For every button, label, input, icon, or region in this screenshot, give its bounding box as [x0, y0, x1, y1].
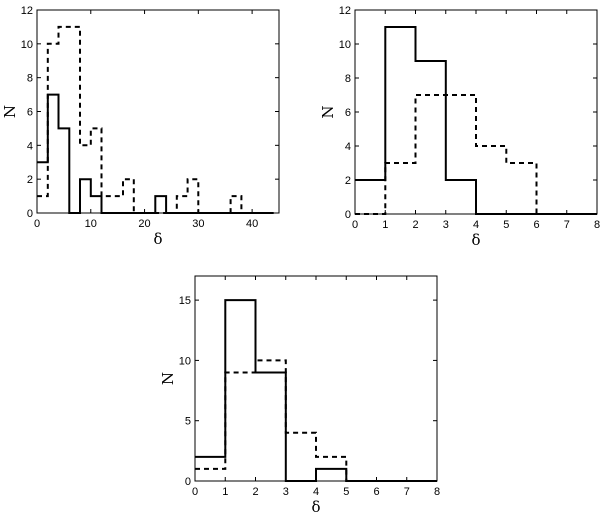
y-tick-label: 2: [27, 174, 33, 186]
x-tick-label: 7: [564, 219, 570, 231]
y-tick-label: 10: [179, 355, 191, 367]
x-tick-label: 10: [85, 218, 97, 230]
x-axis-label: δ: [153, 230, 162, 248]
x-tick-label: 1: [382, 219, 388, 231]
x-axis-label: δ: [471, 231, 480, 249]
x-tick-label: 3: [443, 219, 449, 231]
histogram-series-solid: [195, 299, 437, 482]
x-tick-label: 8: [434, 486, 440, 498]
histogram-series-dashed: [355, 94, 597, 215]
y-tick-label: 15: [179, 295, 191, 307]
y-tick-label: 10: [339, 39, 351, 51]
y-tick-label: 0: [185, 476, 191, 488]
y-tick-label: 4: [345, 141, 351, 153]
x-tick-label: 8: [594, 219, 600, 231]
x-tick-label: 6: [533, 219, 539, 231]
y-tick-label: 5: [185, 416, 191, 428]
x-tick-label: 0: [192, 486, 198, 498]
x-tick-label: 2: [252, 486, 258, 498]
x-tick-label: 30: [192, 218, 204, 230]
x-tick-label: 6: [373, 486, 379, 498]
y-tick-label: 8: [27, 73, 33, 85]
y-tick-label: 6: [345, 107, 351, 119]
x-tick-label: 7: [404, 486, 410, 498]
x-axis-label: δ: [311, 498, 320, 513]
x-tick-label: 1: [222, 486, 228, 498]
y-tick-label: 6: [27, 107, 33, 119]
y-tick-label: 12: [339, 5, 351, 17]
y-axis-label: N: [1, 105, 19, 118]
y-tick-label: 10: [21, 39, 33, 51]
histogram-series-solid: [37, 93, 274, 214]
x-tick-label: 0: [352, 219, 358, 231]
x-tick-label: 5: [503, 219, 509, 231]
axes-frame: [36, 9, 280, 214]
y-axis-label: N: [159, 372, 177, 385]
histogram-series-solid: [355, 26, 597, 215]
y-tick-label: 4: [27, 140, 33, 152]
x-tick-label: 3: [283, 486, 289, 498]
histogram-series-dashed: [195, 359, 437, 482]
x-tick-label: 20: [138, 218, 150, 230]
x-tick-label: 4: [313, 486, 319, 498]
x-tick-label: 2: [412, 219, 418, 231]
y-tick-label: 2: [345, 175, 351, 187]
x-tick-label: 4: [473, 219, 479, 231]
y-tick-label: 0: [27, 208, 33, 220]
y-tick-label: 12: [21, 5, 33, 17]
y-tick-label: 0: [345, 209, 351, 221]
histogram-series-dashed: [37, 25, 274, 214]
histogram-panel-top-left: 0 10 20 30 40 0 2 4 6 8 10 12 δ N: [1, 5, 280, 248]
y-tick-label: 8: [345, 73, 351, 85]
x-tick-label: 0: [34, 218, 40, 230]
x-tick-label: 40: [246, 218, 258, 230]
histogram-panel-bottom: 0 1 2 3 4 5 6 7 8 0 5 10 15 δ N: [159, 275, 440, 513]
x-tick-label: 5: [343, 486, 349, 498]
y-axis-label: N: [319, 105, 337, 118]
